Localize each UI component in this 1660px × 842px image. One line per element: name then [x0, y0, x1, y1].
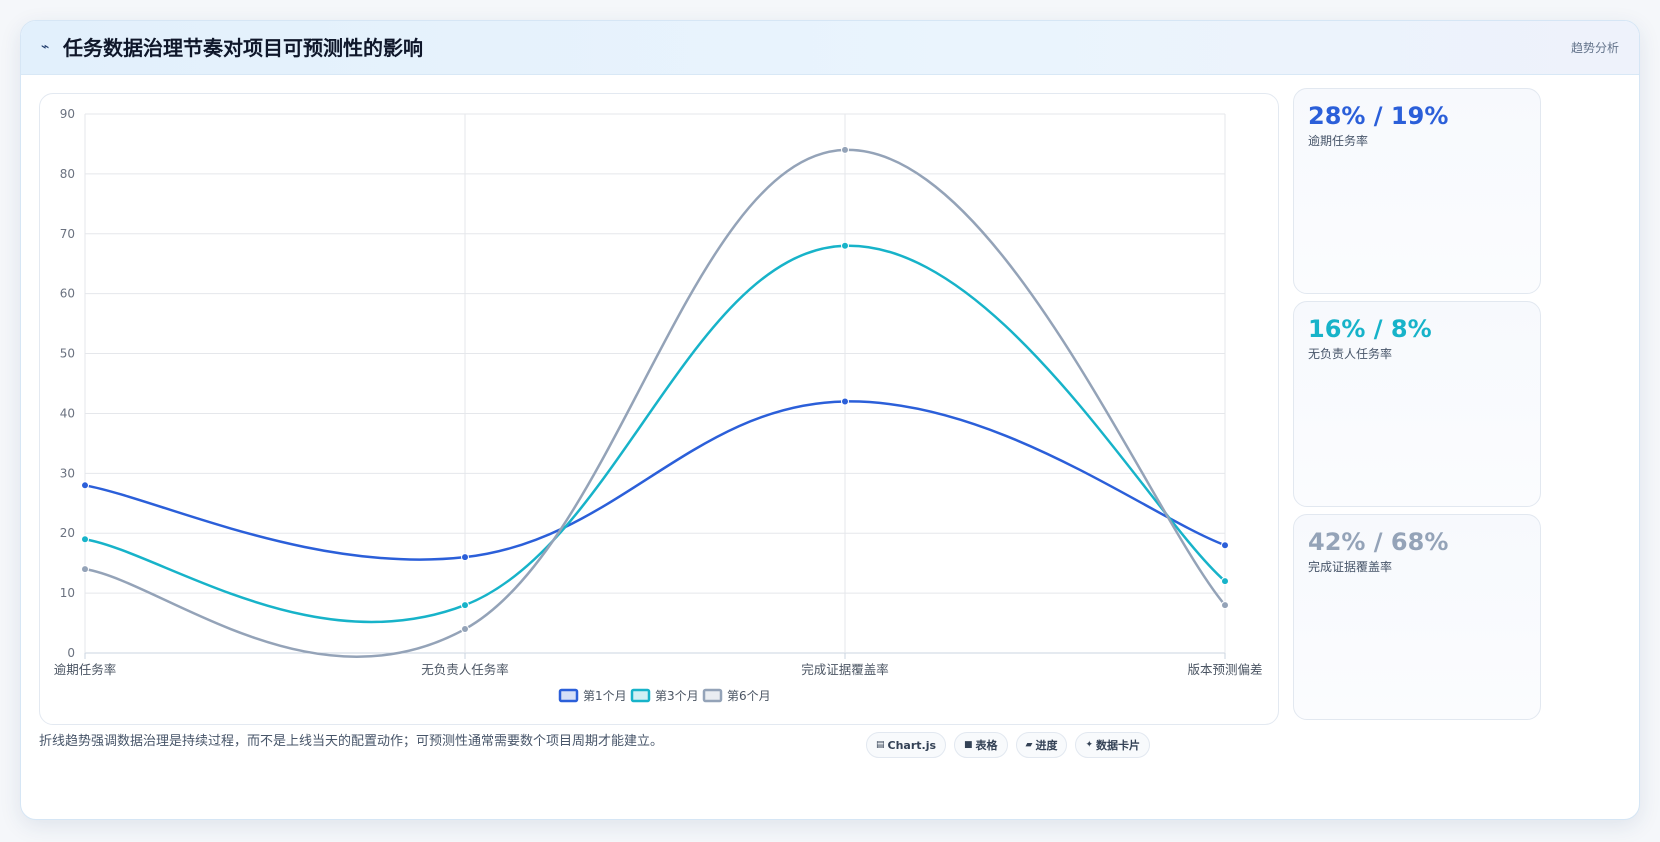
stat-label: 逾期任务率 [1308, 134, 1369, 148]
legend-layer: 第1个月 第3个月 第6个月 [558, 688, 771, 703]
stat-value: 28% / 19% [1308, 102, 1449, 130]
line-chart: 0 10 20 30 40 50 60 70 80 90 逾期任务率 无负责人任务率 完成证据覆盖率 版本… [54, 107, 1263, 703]
data-point [841, 397, 849, 406]
y-tick-label: 30 [60, 466, 75, 480]
footer-note: 折线趋势强调数据治理是持续过程，而不是上线当天的配置动作；可预测性通常需要数个项… [39, 734, 664, 749]
view-chips: ▤ Chart.js ■ 表格 ▰ 进度 ✦ 数据卡片 [866, 732, 1151, 758]
y-tick-label: 80 [60, 167, 75, 181]
y-tick-label: 50 [60, 347, 75, 361]
x-tick-label: 逾期任务率 [54, 662, 117, 677]
stat-card-overdue: 28% / 19% 逾期任务率 [1293, 88, 1541, 294]
panel-title: 任务数据治理节奏对项目可预测性的影响 [63, 36, 423, 60]
legend-swatch [558, 688, 579, 703]
data-point [841, 241, 849, 250]
legend-swatch [702, 688, 723, 703]
chip-label: 表格 [975, 739, 998, 752]
series-line [84, 244, 1226, 624]
x-tick-label: 无负责人任务率 [421, 662, 509, 677]
y-tick-label: 40 [60, 406, 75, 420]
data-point [1221, 577, 1229, 586]
stat-card-evidence: 42% / 68% 完成证据覆盖率 [1293, 514, 1541, 720]
legend-label: 第3个月 [655, 689, 699, 703]
chip-chartjs[interactable]: ▤ Chart.js [866, 732, 947, 758]
document-icon: ▤ [876, 740, 885, 750]
legend-swatch [630, 688, 651, 703]
x-tick-label: 完成证据覆盖率 [801, 662, 889, 677]
legend-label: 第1个月 [583, 689, 627, 703]
series-line [84, 148, 1226, 658]
data-point [81, 481, 89, 490]
pulse-icon: ⌁ [41, 39, 50, 55]
table-icon: ■ [964, 740, 973, 750]
chip-label: 进度 [1035, 739, 1058, 752]
legend-label: 第6个月 [727, 689, 771, 703]
data-point [461, 553, 469, 562]
y-tick-label: 20 [60, 526, 75, 540]
y-tick-label: 10 [60, 586, 75, 600]
stat-label: 无负责人任务率 [1308, 347, 1393, 361]
chart-panel: ⌁ 任务数据治理节奏对项目可预测性的影响 趋势分析 0 10 20 30 40 50 60 7… [20, 20, 1640, 820]
chip-table[interactable]: ■ 表格 [954, 732, 1008, 758]
trend-analysis-tag[interactable]: 趋势分析 [1570, 41, 1619, 55]
point-layer [81, 145, 1229, 634]
stat-label: 完成证据覆盖率 [1308, 560, 1393, 574]
data-point [1221, 541, 1229, 550]
series-line [84, 400, 1226, 561]
y-tick-label: 70 [60, 227, 75, 241]
legend-item: 第1个月 [558, 688, 627, 703]
line-chart-card: 0 10 20 30 40 50 60 70 80 90 逾期任务率 无负责人任务率 完成证据覆盖率 版本… [39, 93, 1279, 725]
stat-value: 42% / 68% [1308, 528, 1449, 556]
sparkle-icon: ✦ [1085, 740, 1094, 750]
grid-layer [84, 113, 1226, 659]
y-tick-label: 60 [60, 287, 75, 301]
stat-value: 16% / 8% [1308, 315, 1432, 343]
legend-item: 第3个月 [630, 688, 699, 703]
line-layer [84, 148, 1226, 658]
chip-label: 数据卡片 [1096, 739, 1141, 752]
panel-header: ⌁ 任务数据治理节奏对项目可预测性的影响 趋势分析 [21, 21, 1639, 75]
chip-label: Chart.js [887, 738, 937, 752]
data-point [461, 601, 469, 610]
y-tick-label: 90 [60, 107, 75, 121]
legend-item: 第6个月 [702, 688, 771, 703]
stat-card-unassigned: 16% / 8% 无负责人任务率 [1293, 301, 1541, 507]
data-point [461, 625, 469, 634]
data-point [81, 565, 89, 574]
data-point [1221, 601, 1229, 610]
data-point [841, 145, 849, 154]
tick-layer: 0 10 20 30 40 50 60 70 80 90 逾期任务率 无负责人任务率 完成证据覆盖率 版本… [54, 107, 1263, 677]
progress-icon: ▰ [1025, 740, 1033, 750]
chip-progress[interactable]: ▰ 进度 [1015, 732, 1068, 758]
data-point [81, 535, 89, 544]
x-tick-label: 版本预测偏差 [1187, 662, 1262, 677]
y-tick-label: 0 [67, 646, 75, 660]
chip-data-cards[interactable]: ✦ 数据卡片 [1075, 732, 1151, 758]
